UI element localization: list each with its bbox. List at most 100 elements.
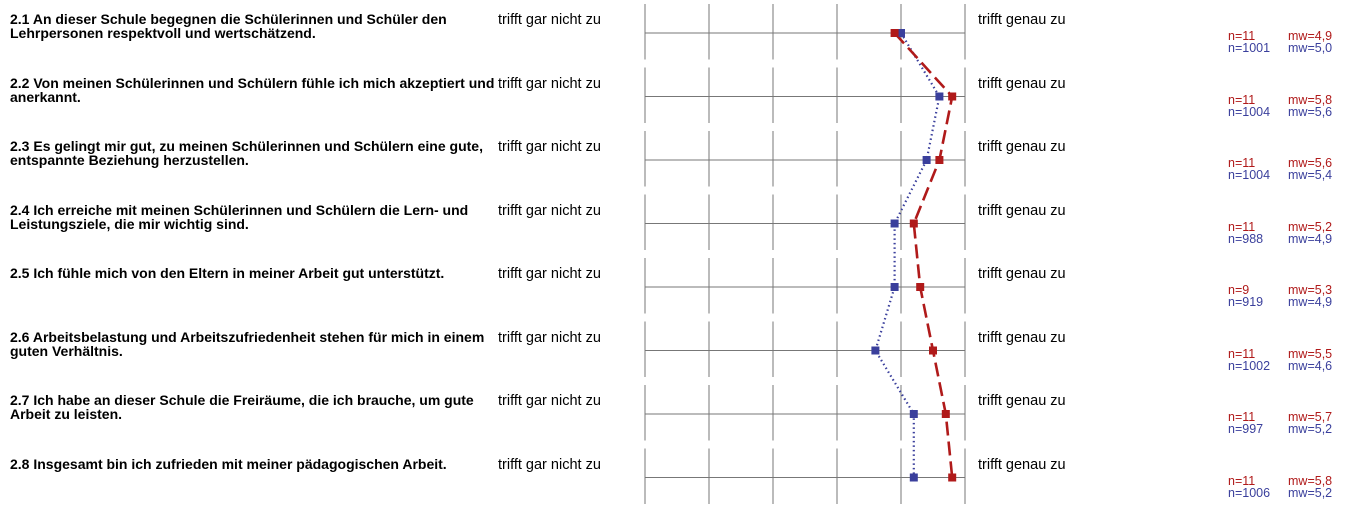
question-text: 2.5 Ich fühle mich von den Eltern in mei… [10, 265, 445, 281]
local-n: n=11 [1228, 156, 1256, 170]
reference-mean-marker [871, 346, 880, 355]
scale-label-right: trifft genau zu [978, 139, 1066, 155]
reference-mean-marker [935, 92, 944, 101]
reference-mean-marker [890, 283, 899, 291]
local-mw: mw=4,9 [1288, 29, 1333, 43]
scale-label-left: trifft gar nicht zu [498, 456, 601, 473]
scale-label-right: trifft genau zu [978, 329, 1066, 346]
survey-item-row: 2.3 Es gelingt mir gut, zu meinen Schüle… [0, 127, 1349, 190]
reference-statistics: n=988 mw=4,9 [1228, 231, 1333, 246]
reference-n: n=919 [1228, 295, 1264, 309]
reference-n: n=1001 [1228, 41, 1271, 55]
reference-mw: mw=5,4 [1288, 168, 1333, 182]
reference-mw: mw=5,2 [1288, 422, 1333, 436]
question-text: 2.1 An dieser Schule begegnen die Schüle… [10, 11, 447, 41]
question-text: 2.4 Ich erreiche mit meinen Schülerinnen… [10, 201, 469, 232]
reference-n: n=1002 [1228, 358, 1271, 373]
local-mw: mw=5,8 [1288, 92, 1333, 107]
local-mean-marker [890, 29, 899, 37]
scale-label-left: trifft gar nicht zu [498, 139, 601, 155]
local-statistics: n=9 mw=5,3 [1228, 283, 1333, 297]
item-statistics: n=11 mw=5,5 n=1002 mw=4,6 [1228, 346, 1333, 373]
reference-n: n=1004 [1228, 168, 1271, 182]
reference-mean-marker [909, 473, 918, 482]
reference-mw: mw=5,2 [1288, 485, 1333, 500]
reference-n: n=1006 [1228, 485, 1271, 500]
local-mean-marker [916, 283, 925, 291]
question-text: 2.2 Von meinen Schülerinnen und Schülern… [10, 74, 495, 105]
survey-item-row: 2.2 Von meinen Schülerinnen und Schülern… [0, 64, 1349, 127]
scale-label-right: trifft genau zu [978, 75, 1066, 92]
reference-mw: mw=5,0 [1288, 41, 1333, 55]
reference-mw: mw=4,6 [1288, 358, 1333, 373]
reference-statistics: n=1002 mw=4,6 [1228, 358, 1333, 373]
local-n: n=11 [1228, 29, 1256, 43]
local-mean-marker [948, 473, 957, 482]
local-mw: mw=5,8 [1288, 473, 1333, 488]
item-statistics: n=11 mw=4,9 n=1001 mw=5,0 [1228, 29, 1333, 55]
scale-label-left: trifft gar nicht zu [498, 12, 601, 28]
reference-mean-marker [909, 410, 918, 418]
reference-mw: mw=4,9 [1288, 231, 1333, 246]
local-mw: mw=5,2 [1288, 219, 1333, 234]
item-statistics: n=11 mw=5,8 n=1006 mw=5,2 [1228, 473, 1333, 500]
scale-label-right: trifft genau zu [978, 12, 1066, 28]
local-n: n=11 [1228, 219, 1256, 234]
local-statistics: n=11 mw=5,6 [1228, 156, 1333, 170]
survey-item-row: 2.1 An dieser Schule begegnen die Schüle… [0, 0, 1349, 63]
local-mw: mw=5,3 [1288, 283, 1333, 297]
local-statistics: n=11 mw=5,5 [1228, 346, 1332, 361]
local-n: n=9 [1228, 283, 1250, 297]
item-statistics: n=11 mw=5,7 n=997 mw=5,2 [1228, 410, 1333, 436]
local-n: n=11 [1228, 92, 1256, 107]
question-text: 2.7 Ich habe an dieser Schule die Freirä… [10, 392, 474, 422]
reference-statistics: n=1004 mw=5,6 [1228, 104, 1333, 119]
local-mean-marker [929, 346, 937, 355]
local-mean-marker [941, 410, 950, 418]
scale-label-left: trifft gar nicht zu [498, 75, 601, 92]
reference-statistics: n=1001 mw=5,0 [1228, 41, 1333, 55]
reference-statistics: n=919 mw=4,9 [1228, 295, 1333, 309]
survey-item-row: 2.6 Arbeitsbelastung und Arbeitszufriede… [0, 318, 1349, 381]
local-mean-marker [948, 92, 957, 101]
item-statistics: n=9 mw=5,3 n=919 mw=4,9 [1228, 283, 1333, 309]
local-statistics: n=11 mw=5,2 [1228, 219, 1333, 234]
survey-item-row: 2.5 Ich fühle mich von den Eltern in mei… [0, 254, 1349, 317]
scale-label-left: trifft gar nicht zu [498, 202, 601, 219]
local-mw: mw=5,7 [1288, 410, 1333, 424]
reference-mw: mw=4,9 [1288, 295, 1333, 309]
reference-profile-line [874, 32, 941, 478]
reference-mean-marker [890, 219, 899, 228]
reference-statistics: n=1006 mw=5,2 [1228, 485, 1333, 500]
local-n: n=11 [1228, 410, 1256, 424]
reference-n: n=997 [1228, 422, 1264, 436]
scale-label-left: trifft gar nicht zu [498, 393, 601, 409]
reference-n: n=1004 [1228, 104, 1271, 119]
local-mw: mw=5,6 [1288, 156, 1333, 170]
item-statistics: n=11 mw=5,6 n=1004 mw=5,4 [1228, 156, 1333, 182]
local-mean-marker [909, 219, 918, 228]
scale-label-right: trifft genau zu [978, 202, 1066, 219]
survey-item-row: 2.4 Ich erreiche mit meinen Schülerinnen… [0, 191, 1349, 254]
reference-statistics: n=997 mw=5,2 [1228, 422, 1333, 436]
local-statistics: n=11 mw=5,7 [1228, 410, 1333, 424]
question-text: 2.8 Insgesamt bin ich zufrieden mit mein… [10, 455, 447, 472]
scale-label-right: trifft genau zu [978, 456, 1066, 473]
reference-mw: mw=5,6 [1288, 104, 1333, 119]
local-n: n=11 [1228, 473, 1256, 488]
local-statistics: n=11 mw=5,8 [1228, 473, 1333, 488]
reference-n: n=988 [1228, 231, 1264, 246]
local-n: n=11 [1228, 346, 1256, 361]
local-profile-line [893, 32, 954, 478]
survey-item-row: 2.7 Ich habe an dieser Schule die Freirä… [0, 381, 1349, 444]
scale-label-left: trifft gar nicht zu [498, 266, 601, 282]
item-statistics: n=11 mw=5,2 n=988 mw=4,9 [1228, 219, 1333, 246]
question-text: 2.6 Arbeitsbelastung und Arbeitszufriede… [10, 328, 485, 359]
local-mean-marker [935, 156, 944, 164]
question-text: 2.3 Es gelingt mir gut, zu meinen Schüle… [10, 138, 483, 168]
survey-item-row: 2.8 Insgesamt bin ich zufrieden mit mein… [0, 445, 1349, 508]
scale-label-right: trifft genau zu [978, 266, 1066, 282]
reference-mean-marker [897, 29, 905, 37]
